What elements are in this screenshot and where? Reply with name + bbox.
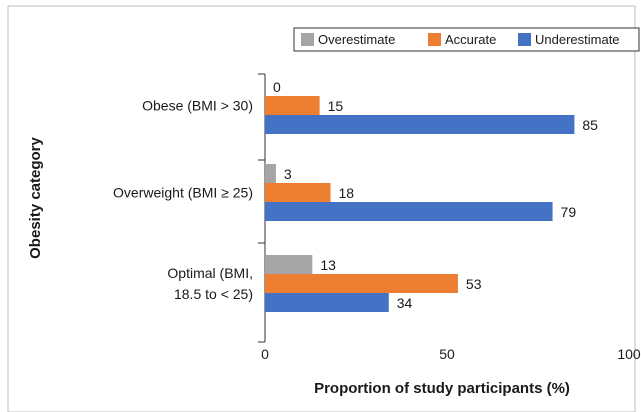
bar-underestimate — [265, 115, 575, 134]
legend-box — [293, 27, 640, 52]
bar-accurate — [265, 96, 320, 115]
category-label: 18.5 to < 25) — [174, 286, 253, 302]
category-label: Obese (BMI > 30) — [142, 98, 253, 114]
data-label: 3 — [284, 166, 292, 182]
x-axis-title: Proportion of study participants (%) — [314, 380, 570, 397]
bar-underestimate — [265, 202, 553, 221]
bar-accurate — [265, 274, 458, 293]
x-tick-label: 0 — [261, 346, 269, 362]
data-label: 85 — [582, 117, 598, 133]
legend-label-underestimate: Underestimate — [535, 32, 620, 47]
legend-label-overestimate: Overestimate — [318, 32, 395, 47]
data-label: 34 — [397, 295, 413, 311]
bar-overestimate — [265, 164, 276, 183]
bars — [265, 96, 575, 312]
legend-swatch-overestimate — [301, 33, 314, 46]
bar-underestimate — [265, 293, 389, 312]
y-axis-title: Obesity category — [27, 136, 44, 258]
legend-label-accurate: Accurate — [445, 32, 496, 47]
category-label: Optimal (BMI, — [167, 265, 253, 281]
data-label: 13 — [320, 257, 336, 273]
x-tick-label: 50 — [439, 346, 455, 362]
category-label: Overweight (BMI ≥ 25) — [113, 185, 253, 201]
data-label: 0 — [273, 79, 281, 95]
legend-swatch-underestimate — [518, 33, 531, 46]
value-labels: 0 15 85 3 18 79 13 53 34 — [273, 79, 598, 311]
legend: Overestimate Accurate Underestimate — [293, 27, 640, 52]
bar-overestimate — [265, 255, 313, 274]
data-label: 18 — [339, 185, 355, 201]
data-label: 15 — [328, 98, 344, 114]
data-label: 53 — [466, 276, 482, 292]
bar-accurate — [265, 183, 331, 202]
x-tick-label: 100 — [617, 346, 641, 362]
legend-swatch-accurate — [428, 33, 441, 46]
x-tick-labels: 0 50 100 — [261, 346, 641, 362]
category-labels: Obese (BMI > 30) Overweight (BMI ≥ 25) Opt… — [113, 98, 253, 303]
data-label: 79 — [561, 204, 577, 220]
